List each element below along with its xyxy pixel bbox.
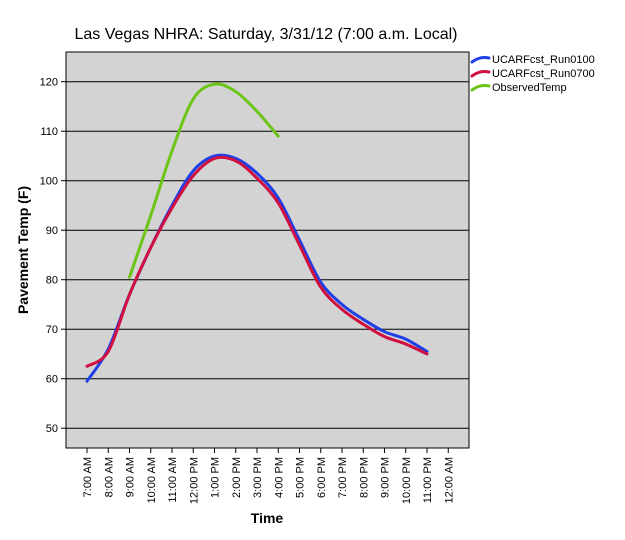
legend-swatch-ucarfcst-run0100	[470, 56, 491, 64]
legend-label-ucarfcst-run0700: UCARFcst_Run0700	[492, 68, 595, 80]
x-tick-label: 8:00 PM	[358, 457, 370, 498]
y-tick-label: 50	[46, 423, 58, 435]
y-tick-label: 110	[40, 126, 58, 138]
y-tick-label: 120	[40, 77, 58, 89]
y-tick-label: 100	[40, 176, 58, 188]
x-tick-label: 11:00 PM	[422, 457, 434, 503]
x-tick-label: 11:00 AM	[167, 457, 179, 503]
x-tick-label: 9:00 PM	[380, 457, 392, 498]
legend-swatch-ucarfcst-run0700	[470, 70, 491, 78]
y-tick-label: 70	[46, 324, 58, 336]
y-tick-label: 80	[46, 275, 58, 287]
x-tick-label: 10:00 PM	[401, 457, 413, 504]
legend: UCARFcst_Run0100 UCARFcst_Run0700 Observed…	[470, 54, 595, 94]
x-tick-label: 2:00 PM	[231, 457, 243, 498]
y-axis-ticks: 50 60 70 80 90 100 110 120	[40, 77, 66, 435]
x-tick-label: 6:00 PM	[316, 457, 328, 498]
legend-label-ucarfcst-run0100: UCARFcst_Run0100	[492, 54, 595, 66]
x-tick-label: 4:00 PM	[273, 457, 285, 498]
x-tick-label: 5:00 PM	[295, 457, 307, 498]
x-axis-ticks: 7:00 AM 8:00 AM 9:00 AM 10:00 AM 11:00 AM 12:…	[82, 448, 455, 504]
series-line-ucarfcst-run0700	[85, 155, 429, 368]
x-tick-label: 9:00 AM	[125, 457, 137, 497]
x-tick-label: 3:00 PM	[252, 457, 264, 498]
x-tick-label: 7:00 AM	[82, 457, 94, 497]
series-lines	[85, 82, 429, 383]
plot-area	[65, 51, 470, 449]
x-tick-label: 12:00 AM	[443, 457, 455, 503]
y-axis-label: Pavement Temp (F)	[15, 186, 31, 314]
x-tick-label: 10:00 AM	[146, 457, 158, 503]
y-tick-label: 60	[46, 374, 58, 386]
x-axis-label: Time	[251, 510, 284, 526]
y-tick-label: 90	[46, 225, 58, 237]
x-tick-label: 12:00 PM	[188, 457, 200, 504]
legend-label-observedtemp: ObservedTemp	[492, 82, 567, 94]
x-tick-label: 7:00 PM	[337, 457, 349, 498]
chart-title: Las Vegas NHRA: Saturday, 3/31/12 (7:00 …	[74, 26, 457, 43]
series-line-observedtemp	[128, 82, 280, 279]
x-tick-label: 1:00 PM	[210, 457, 222, 498]
gridlines	[66, 81, 469, 429]
x-tick-label: 8:00 AM	[103, 457, 115, 497]
legend-swatch-observedtemp	[470, 84, 491, 92]
